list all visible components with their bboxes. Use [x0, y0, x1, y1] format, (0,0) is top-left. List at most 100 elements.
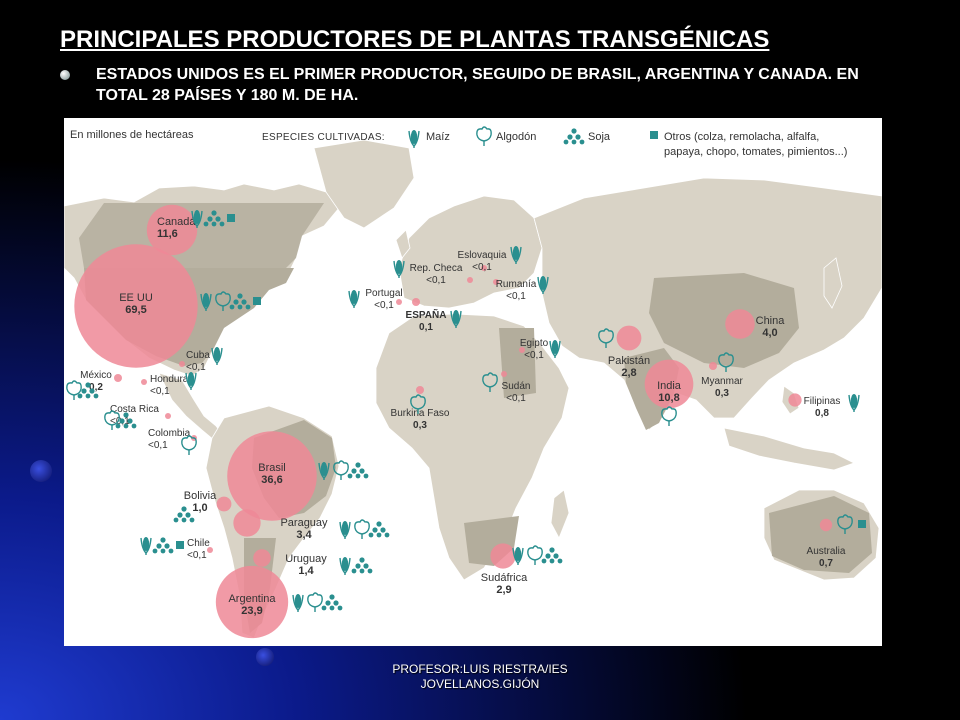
- bubble-filipinas: [788, 393, 802, 407]
- country-label-pakistan: Pakistán: [608, 355, 650, 367]
- country-value-paraguay: 3,4: [296, 529, 312, 541]
- legend-title: ESPECIES CULTIVADAS:: [262, 132, 385, 143]
- bubble-brasil: [227, 431, 317, 521]
- algodon-icon: [354, 519, 370, 540]
- country-label-colombia: Colombia: [148, 428, 191, 439]
- bubble-bolivia: [216, 496, 232, 512]
- soja-icon: [152, 537, 174, 554]
- country-label-paraguay: Paraguay: [280, 517, 328, 529]
- world-map-panel: En millones de hectáreas ESPECIES CULTIV…: [64, 118, 882, 646]
- country-value-eslovaquia: <0,1: [472, 262, 492, 273]
- country-value-brasil: 36,6: [261, 474, 282, 486]
- country-value-egipto: <0,1: [524, 350, 544, 361]
- country-value-chile: <0,1: [187, 550, 207, 561]
- country-value-filipinas: 0,8: [815, 408, 829, 419]
- country-value-cuba: <0,1: [186, 362, 206, 373]
- maiz-icon: [339, 520, 351, 540]
- bubble-argentina: [215, 565, 289, 639]
- country-value-canada: 11,6: [157, 228, 178, 240]
- country-label-chile: Chile: [187, 538, 210, 549]
- country-label-cuba: Cuba: [186, 350, 210, 361]
- legend-otros-1: Otros (colza, remolacha, alfalfa,: [664, 131, 819, 143]
- country-label-filipinas: Filipinas: [804, 396, 841, 407]
- country-label-egipto: Egipto: [520, 338, 549, 349]
- legend-algodon-icon: [476, 126, 492, 147]
- country-label-espana: ESPAÑA: [406, 308, 447, 321]
- maiz-icon: [848, 393, 860, 413]
- world-map: En millones de hectáreas ESPECIES CULTIV…: [64, 126, 882, 639]
- country-value-colombia: <0,1: [148, 440, 168, 451]
- land-europe: [398, 195, 543, 309]
- legend-soja-icon: [563, 128, 585, 145]
- legend-otros-icon: [650, 131, 658, 139]
- highlight-egypt-sudan: [499, 328, 536, 398]
- country-value-myanmar: 0,3: [715, 388, 729, 399]
- algodon-icon: [307, 592, 323, 613]
- country-label-burkina-faso: Burkina Faso: [391, 408, 450, 419]
- bubble-burkina-faso: [416, 386, 424, 394]
- bubble-portugal: [396, 299, 402, 305]
- maiz-icon: [549, 339, 561, 359]
- legend-algodon: Algodón: [496, 131, 536, 143]
- land-se-asia-islands: [723, 427, 856, 471]
- maiz-icon: [339, 556, 351, 576]
- soja-icon: [368, 521, 390, 538]
- soja-icon: [541, 547, 563, 564]
- country-label-portugal: Portugal: [365, 288, 402, 299]
- country-value-honduras: <0,1: [150, 386, 170, 397]
- footer-line-1: PROFESOR:LUIS RIESTRA/IES: [392, 662, 568, 676]
- legend: ESPECIES CULTIVADAS: Maíz Algodón Soja O…: [262, 126, 847, 158]
- otros-icon: [858, 520, 866, 528]
- footer-line-2: JOVELLANOS.GIJÓN: [420, 677, 540, 691]
- country-value-argentina: 23,9: [241, 605, 262, 617]
- bubble-myanmar: [709, 362, 717, 370]
- bubble-rep-checa: [467, 277, 473, 283]
- maiz-icon: [348, 289, 360, 309]
- algodon-icon: [527, 545, 543, 566]
- country-value-mexico: 0,2: [89, 382, 103, 393]
- bubble-australia: [819, 518, 833, 532]
- country-label-myanmar: Myanmar: [701, 376, 743, 387]
- bubble-sudafrica: [490, 543, 516, 569]
- country-label-sudafrica: Sudáfrica: [481, 572, 528, 584]
- land-japan: [823, 257, 843, 309]
- bubble-sudan: [501, 371, 507, 377]
- bubble-rumania: [493, 279, 499, 285]
- country-value-rumania: <0,1: [506, 291, 526, 302]
- bubble-espana: [412, 298, 420, 306]
- country-value-espana: 0,1: [419, 322, 433, 333]
- country-label-sudan: Sudán: [502, 381, 531, 392]
- bubble-honduras: [141, 379, 147, 385]
- unit-label: En millones de hectáreas: [70, 129, 194, 141]
- otros-icon: [253, 297, 261, 305]
- land-uk: [395, 229, 411, 259]
- maiz-icon: [512, 546, 524, 566]
- soja-icon: [351, 557, 373, 574]
- country-label-bolivia: Bolivia: [184, 490, 217, 502]
- maiz-icon: [292, 593, 304, 613]
- bullet-icon: [60, 70, 70, 80]
- algodon-icon: [661, 406, 677, 427]
- country-value-uruguay: 1,4: [298, 565, 314, 577]
- slide-title: PRINCIPALES PRODUCTORES DE PLANTAS TRANS…: [60, 26, 770, 53]
- bubble-pakistan: [616, 325, 642, 351]
- country-value-pakistan: 2,8: [621, 367, 636, 379]
- bubble-canada: [146, 204, 198, 256]
- bubble-ee-uu: [74, 244, 198, 368]
- bubble-layer: [74, 204, 833, 639]
- country-value-burkina-faso: 0,3: [413, 420, 427, 431]
- soja-icon: [347, 462, 369, 479]
- country-label-ee-uu: EE UU: [119, 292, 153, 304]
- legend-maiz-icon: [408, 129, 420, 149]
- country-label-mexico: México: [80, 370, 112, 381]
- country-label-argentina: Argentina: [228, 593, 276, 605]
- soja-icon: [321, 594, 343, 611]
- bubble-costa-rica: [165, 413, 171, 419]
- country-value-india: 10,8: [658, 392, 679, 404]
- country-label-china: China: [756, 315, 786, 327]
- country-value-sudan: <0,1: [506, 393, 526, 404]
- legend-soja: Soja: [588, 131, 611, 143]
- highlight-china: [649, 273, 799, 368]
- otros-icon: [227, 214, 235, 222]
